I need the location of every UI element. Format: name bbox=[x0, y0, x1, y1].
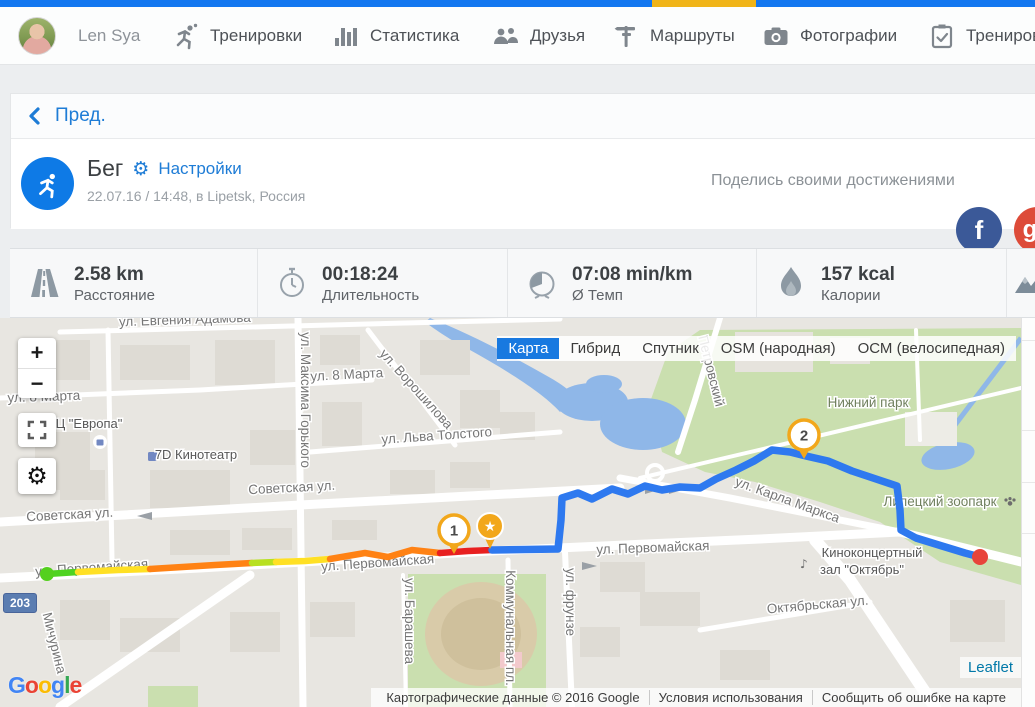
map-attribution-bar: Картографические данные © 2016 Google Ус… bbox=[371, 688, 1021, 707]
route-map[interactable]: ♪ ул. Евгения Адамова ул. Максима Горьког… bbox=[0, 318, 1021, 707]
user-avatar[interactable] bbox=[18, 17, 56, 55]
map-label: 7D Кинотеатр bbox=[155, 447, 237, 462]
map-label: ул. Барашева bbox=[402, 578, 417, 665]
layer-satellite[interactable]: Спутник bbox=[642, 340, 699, 357]
fullscreen-icon bbox=[27, 420, 47, 440]
facebook-share-button[interactable]: f bbox=[956, 207, 1002, 253]
google-logo[interactable]: Google bbox=[8, 672, 82, 698]
activity-type-title: Бег bbox=[87, 155, 124, 181]
map-copyright: Картографические данные © 2016 Google bbox=[386, 690, 640, 705]
route-markers-layer: 1 ★ 2 bbox=[40, 418, 988, 581]
route-segment bbox=[272, 555, 334, 566]
route-marker-start-dot[interactable] bbox=[40, 567, 54, 581]
svg-text:♪: ♪ bbox=[800, 557, 808, 571]
layer-osm-cycling[interactable]: ОСМ (велосипедная) bbox=[857, 340, 1005, 357]
back-link[interactable]: Пред. bbox=[55, 105, 106, 126]
terms-link[interactable]: Условия использования bbox=[648, 690, 812, 705]
map-label: Советская ул. bbox=[26, 505, 114, 525]
map-label: Киноконцертный bbox=[822, 545, 923, 560]
route-segment bbox=[146, 559, 256, 573]
clipboard-check-icon bbox=[928, 22, 956, 50]
share-prompt: Поделись своими достижениями bbox=[711, 172, 955, 189]
nav-item-photos[interactable]: Фотографии bbox=[762, 7, 897, 65]
google-plus-share-button[interactable]: g+ bbox=[1014, 207, 1035, 253]
bar-chart-icon bbox=[332, 22, 360, 50]
report-error-link[interactable]: Сообщить об ошибке на карте bbox=[811, 690, 1015, 705]
road-number-badge: 203 bbox=[3, 593, 37, 613]
friends-icon bbox=[492, 22, 520, 50]
layer-selector: Карта Гибрид Спутник OSM (народная) ОСМ … bbox=[497, 336, 1016, 361]
route-segment bbox=[74, 565, 154, 576]
stat-duration: 00:18:24 Длительность bbox=[258, 249, 508, 317]
map-label: Липецкий зоопарк bbox=[884, 494, 997, 509]
camera-icon bbox=[762, 22, 790, 50]
route-polyline-layer bbox=[43, 446, 984, 578]
nav-item-routes[interactable]: Маршруты bbox=[612, 7, 735, 65]
nav-item-statistics[interactable]: Статистика bbox=[332, 7, 459, 65]
running-activity-icon bbox=[21, 157, 74, 210]
signpost-icon bbox=[612, 22, 640, 50]
user-name[interactable]: Len Sya bbox=[78, 26, 141, 45]
map-label: зал "Октябрь" bbox=[820, 562, 904, 577]
settings-gear-icon[interactable]: ⚙ bbox=[132, 157, 150, 180]
nav-item-friends[interactable]: Друзья bbox=[492, 7, 585, 65]
route-segment bbox=[248, 558, 280, 567]
gear-icon: ⚙ bbox=[26, 462, 48, 490]
road-icon bbox=[28, 265, 60, 301]
map-label: ул. 8 Марта bbox=[310, 365, 384, 384]
map-label: ул. Первомайская bbox=[596, 538, 710, 557]
back-row: Пред. bbox=[11, 94, 1035, 139]
pace-gauge-icon bbox=[526, 265, 558, 301]
svg-text:★: ★ bbox=[484, 519, 497, 535]
map-label: ул. Максима Горького bbox=[298, 332, 313, 468]
svg-text:2: 2 bbox=[800, 428, 808, 445]
map-label: Нижний парк bbox=[828, 395, 909, 410]
settings-link[interactable]: Настройки bbox=[158, 158, 242, 178]
route-segment bbox=[488, 446, 984, 561]
stat-calories: 157 kcal Калории bbox=[757, 249, 1007, 317]
layer-map[interactable]: Карта bbox=[497, 338, 560, 359]
main-navbar: Len Sya Тренировки Статистика Друзья bbox=[0, 7, 1035, 65]
layer-hybrid[interactable]: Гибрид bbox=[570, 340, 621, 357]
map-label: ТЦ "Европа" bbox=[48, 416, 123, 431]
stats-bar: 2.58 km Расстояние 00:18:24 Длительность… bbox=[10, 248, 1035, 318]
nav-item-workouts[interactable]: Тренировки bbox=[172, 7, 302, 65]
map-label: Советская ул. bbox=[248, 478, 336, 498]
stopwatch-icon bbox=[276, 265, 308, 301]
fullscreen-button[interactable] bbox=[18, 413, 56, 447]
top-accent-bar bbox=[0, 0, 1035, 7]
zoom-out-button[interactable]: − bbox=[18, 368, 56, 398]
mountain-icon bbox=[1013, 265, 1035, 301]
activity-header: Бег ⚙ Настройки 22.07.16 / 14:48, в Lipe… bbox=[11, 140, 1035, 253]
stat-pace: 07:08 min/km Ø Темп bbox=[508, 249, 757, 317]
progress-indicator bbox=[652, 0, 756, 7]
flame-icon bbox=[775, 265, 807, 301]
route-marker-end-dot[interactable] bbox=[972, 549, 988, 565]
stat-elevation-cut bbox=[1007, 249, 1035, 317]
route-marker-number-1[interactable]: 1 bbox=[437, 513, 471, 554]
activity-subtitle: 22.07.16 / 14:48, в Lipetsk, Россия bbox=[87, 188, 306, 204]
route-marker-star-★[interactable]: ★ bbox=[476, 512, 504, 549]
activity-card: Пред. Бег ⚙ Настройки 22.07.16 / 14:48, … bbox=[10, 93, 1035, 253]
runner-icon bbox=[172, 22, 200, 50]
route-segment bbox=[326, 546, 444, 563]
building-blocks bbox=[30, 332, 1005, 680]
leaflet-attribution[interactable]: Leaflet bbox=[959, 657, 1021, 678]
chevron-left-icon[interactable] bbox=[27, 107, 41, 125]
side-panel-cut bbox=[1021, 318, 1035, 707]
poi-icons: ♪ bbox=[93, 435, 1016, 571]
layer-osm[interactable]: OSM (народная) bbox=[720, 340, 836, 357]
stat-distance: 2.58 km Расстояние bbox=[10, 249, 258, 317]
route-segment bbox=[436, 546, 496, 557]
zoom-control: + − bbox=[18, 338, 56, 398]
nav-item-training-plans[interactable]: Тренирово bbox=[928, 7, 1035, 65]
map-settings-button[interactable]: ⚙ bbox=[18, 458, 56, 494]
map-label: Коммунальная пл. bbox=[503, 570, 518, 686]
zoom-in-button[interactable]: + bbox=[30, 340, 44, 365]
route-marker-number-2[interactable]: 2 bbox=[787, 418, 821, 459]
svg-text:1: 1 bbox=[450, 523, 458, 540]
map-label: ул. фрунзе bbox=[563, 568, 578, 636]
